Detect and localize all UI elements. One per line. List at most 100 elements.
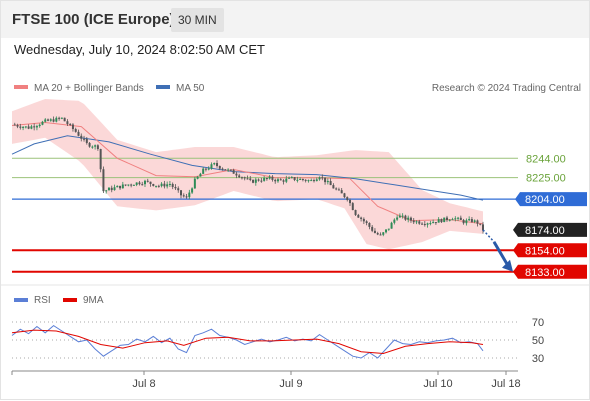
candle-body bbox=[332, 185, 335, 189]
candle-body bbox=[52, 119, 55, 122]
candle-body bbox=[257, 179, 260, 181]
level-tag-label-8133.00: 8133.00 bbox=[525, 267, 565, 279]
candle-body bbox=[376, 233, 379, 235]
candle-body bbox=[465, 220, 468, 224]
candle-body bbox=[204, 168, 207, 170]
candle-body bbox=[265, 178, 268, 180]
legend-9ma-label: 9MA bbox=[83, 295, 104, 306]
candle-body bbox=[13, 124, 16, 126]
candle-body bbox=[121, 184, 124, 189]
candle-body bbox=[368, 222, 371, 227]
candle-body bbox=[227, 169, 230, 171]
candle-body bbox=[216, 163, 219, 167]
candle-body bbox=[412, 220, 415, 223]
candle-body bbox=[432, 222, 435, 224]
candle-body bbox=[22, 126, 25, 128]
candle-body bbox=[41, 121, 44, 125]
candle-body bbox=[229, 169, 232, 171]
level-label-8225.00: 8225.00 bbox=[526, 173, 566, 185]
candle-body bbox=[401, 215, 404, 217]
candle-body bbox=[263, 178, 266, 181]
candle-body bbox=[116, 185, 119, 188]
candle-body bbox=[132, 184, 135, 186]
legend-9ma-swatch bbox=[63, 298, 77, 302]
candle-body bbox=[423, 224, 426, 226]
candle-body bbox=[96, 145, 99, 150]
candle-body bbox=[141, 184, 144, 186]
candle-body bbox=[27, 126, 30, 129]
candle-body bbox=[290, 177, 293, 179]
candle-body bbox=[468, 219, 471, 221]
candle-body bbox=[105, 190, 108, 192]
candle-body bbox=[279, 179, 282, 181]
candle-body bbox=[343, 193, 346, 198]
candle-body bbox=[180, 190, 183, 196]
candle-body bbox=[349, 199, 352, 204]
candle-body bbox=[304, 179, 307, 181]
x-axis-labels: Jul 8 Jul 9 Jul 10 Jul 18 bbox=[11, 371, 521, 390]
candle-body bbox=[473, 220, 476, 222]
candle-body bbox=[426, 223, 429, 225]
candle-body bbox=[99, 149, 102, 170]
candle-body bbox=[16, 125, 19, 127]
candle-body bbox=[421, 223, 424, 225]
candle-body bbox=[318, 177, 321, 180]
candle-body bbox=[110, 187, 113, 191]
candle-body bbox=[119, 185, 122, 189]
legend-ma20-swatch bbox=[14, 85, 28, 89]
candle-body bbox=[315, 179, 318, 182]
candle-body bbox=[382, 232, 385, 235]
candle-body bbox=[448, 219, 451, 221]
candle-body bbox=[454, 218, 457, 220]
candle-body bbox=[163, 183, 166, 187]
rsi-series-9MA bbox=[11, 329, 484, 355]
candle-body bbox=[94, 145, 97, 147]
legend-rsi-label: RSI bbox=[34, 295, 51, 306]
candle-body bbox=[354, 210, 357, 215]
candle-body bbox=[199, 173, 202, 177]
instrument-title: FTSE 100 (ICE Europe) bbox=[12, 11, 175, 28]
candle-body bbox=[224, 169, 227, 171]
candle-body bbox=[451, 219, 454, 221]
x-tick-label: Jul 8 bbox=[132, 378, 155, 390]
candle-body bbox=[191, 188, 194, 193]
candle-body bbox=[274, 179, 277, 182]
price-plot: 8244.00 8225.00 8204.00 8174.00 8154.00 8133.… bbox=[11, 99, 587, 279]
timeframe-badge[interactable]: 30 MIN bbox=[171, 8, 224, 32]
candle-body bbox=[85, 138, 88, 143]
candle-body bbox=[210, 164, 213, 169]
candle-body bbox=[434, 222, 437, 224]
candle-body bbox=[307, 180, 310, 182]
candle-body bbox=[19, 126, 22, 128]
candle-body bbox=[218, 166, 221, 169]
candle-body bbox=[188, 192, 191, 198]
candle-body bbox=[360, 217, 363, 219]
candle-body bbox=[246, 178, 249, 180]
candle-body bbox=[146, 180, 149, 182]
candle-body bbox=[404, 215, 407, 220]
candle-body bbox=[88, 142, 91, 147]
candle-body bbox=[470, 219, 473, 222]
legend-rsi-swatch bbox=[14, 298, 28, 302]
candle-body bbox=[207, 168, 210, 170]
candle-body bbox=[91, 146, 94, 148]
candle-body bbox=[362, 218, 365, 222]
candle-body bbox=[213, 163, 216, 165]
candle-body bbox=[415, 221, 418, 223]
level-tag-label-8154.00: 8154.00 bbox=[525, 245, 565, 257]
candle-body bbox=[285, 178, 288, 182]
candle-body bbox=[113, 187, 116, 191]
candle-body bbox=[238, 175, 241, 178]
candle-body bbox=[102, 169, 105, 192]
candle-body bbox=[457, 217, 460, 219]
candle-body bbox=[80, 135, 83, 139]
candle-body bbox=[337, 189, 340, 191]
candle-body bbox=[437, 219, 440, 223]
candle-body bbox=[329, 181, 332, 186]
candle-body bbox=[268, 176, 271, 179]
candle-body bbox=[160, 183, 163, 187]
candle-body bbox=[335, 188, 338, 190]
candle-body bbox=[445, 217, 448, 221]
legend-ma20-label: MA 20 + Bollinger Bands bbox=[34, 83, 144, 94]
